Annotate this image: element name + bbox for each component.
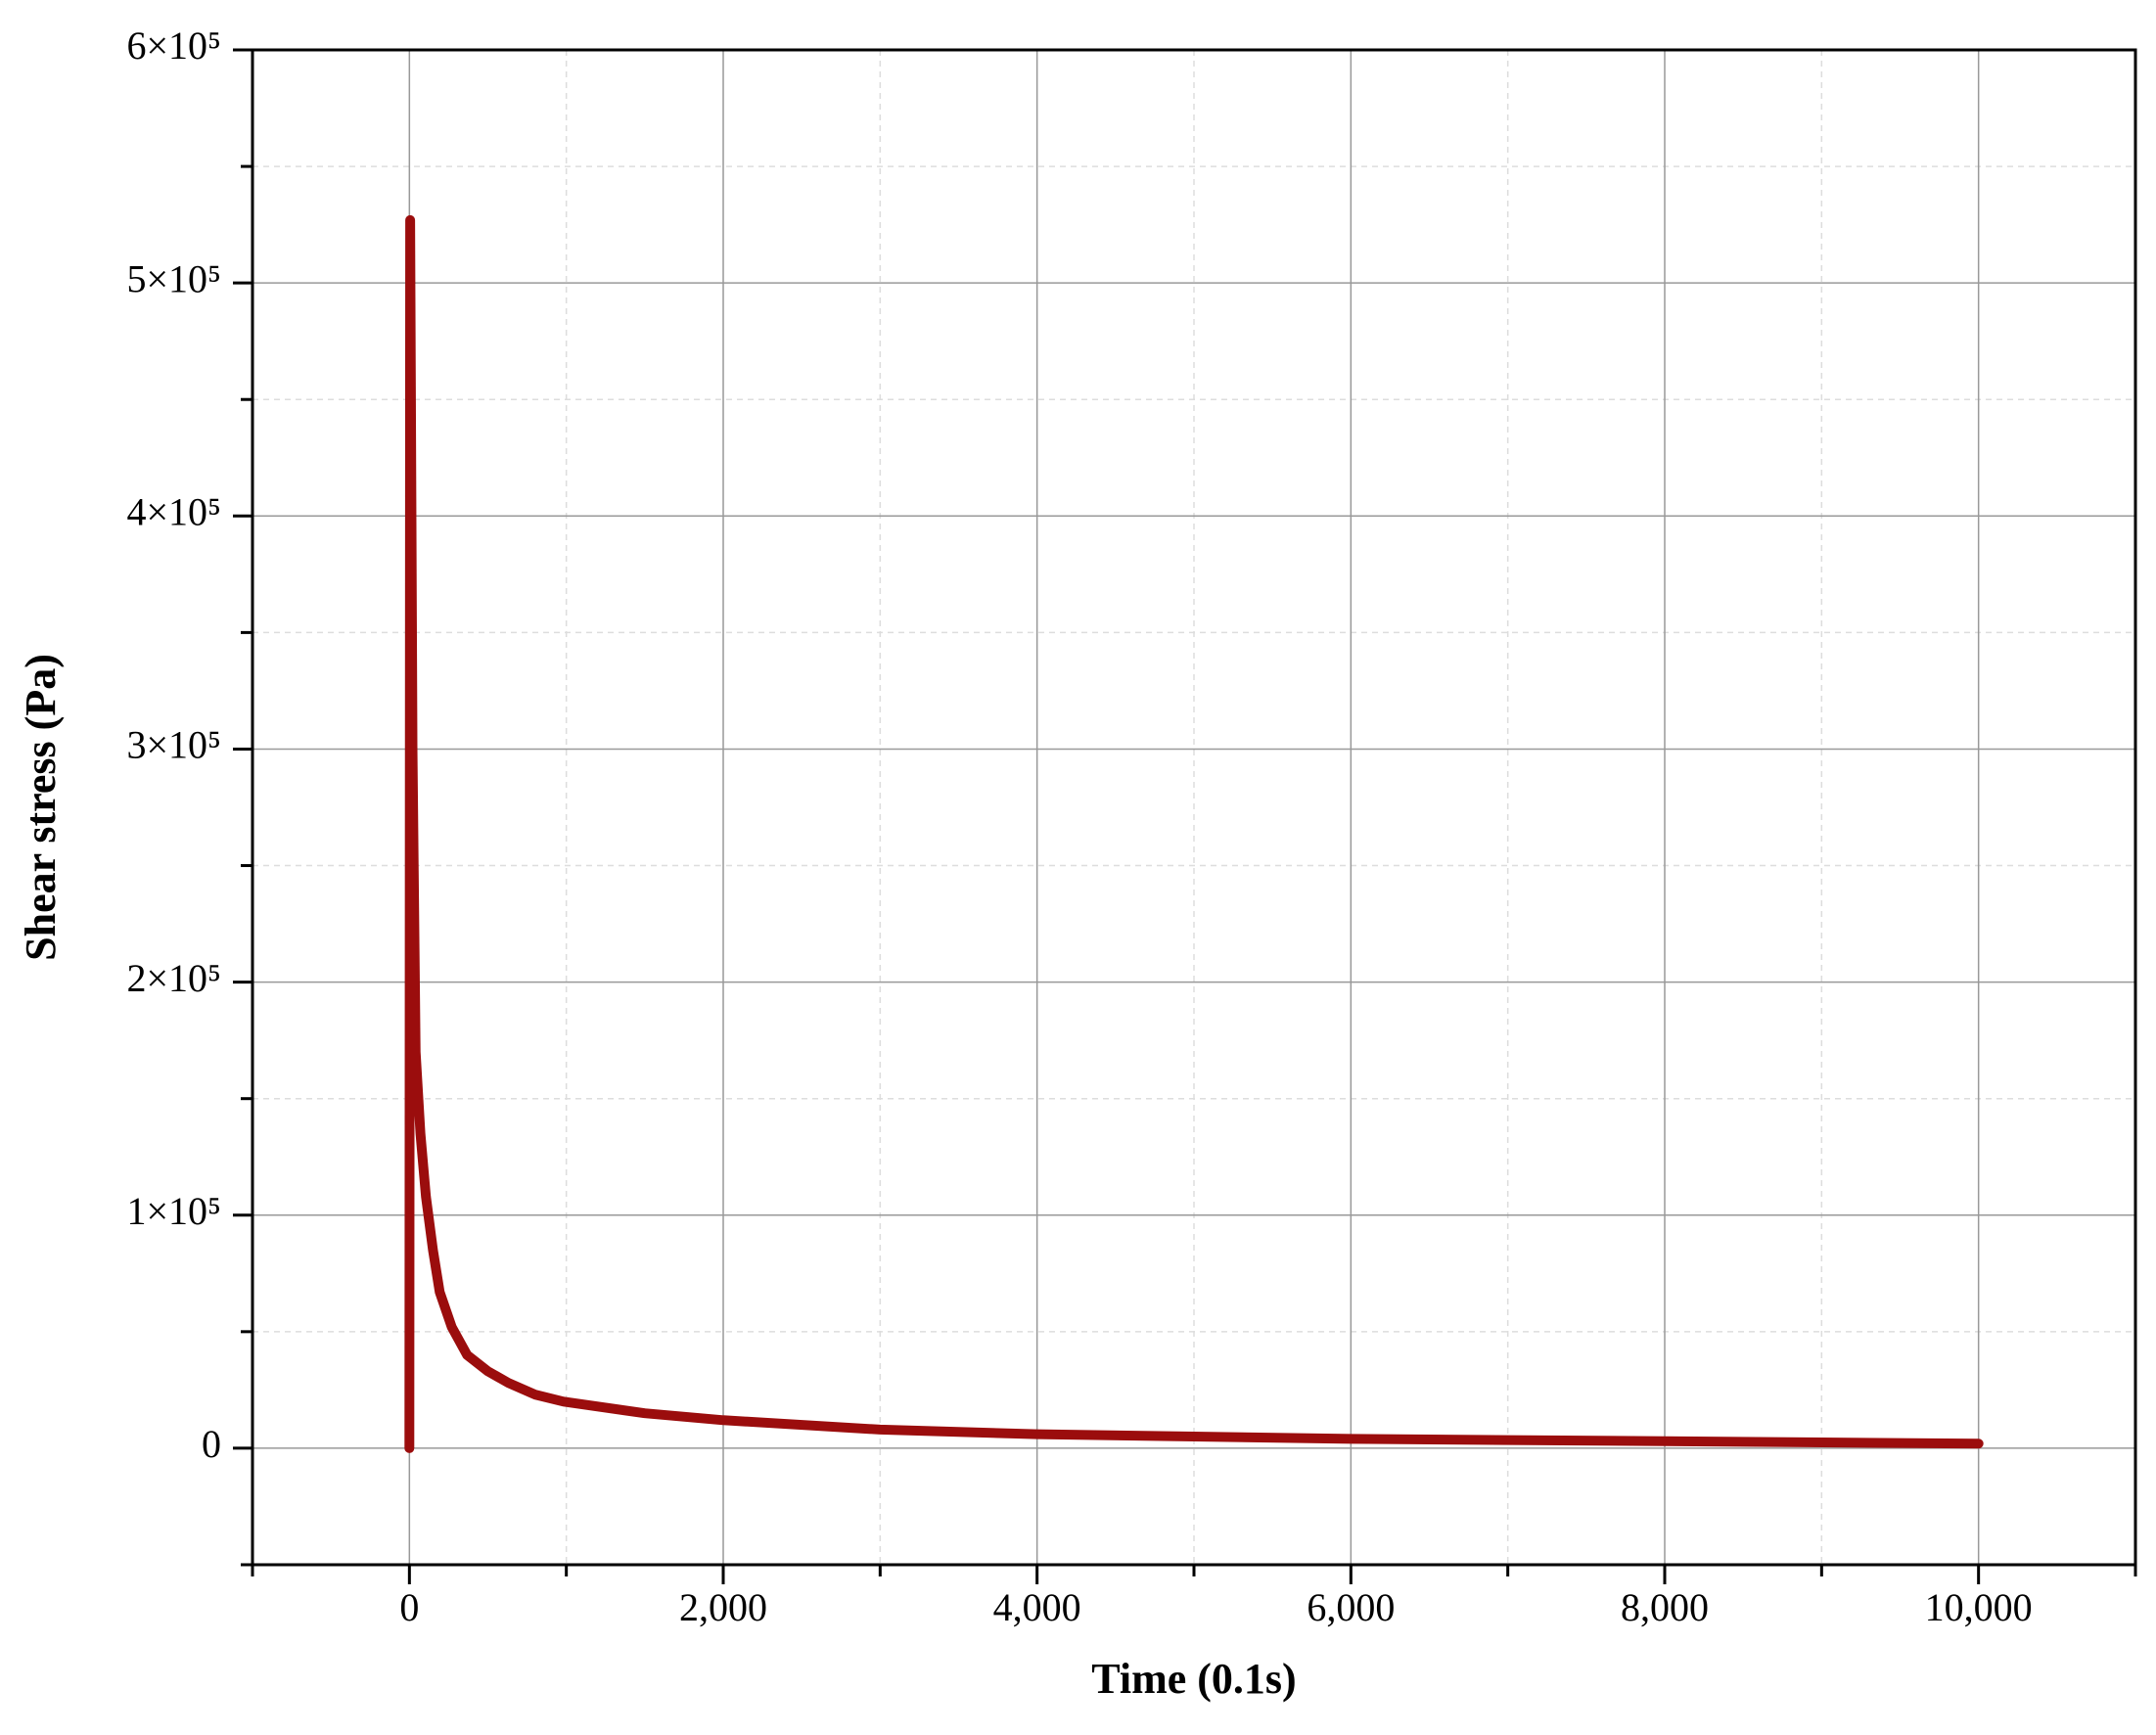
plot-frame [251, 48, 2137, 1567]
y-tick-label: 0 [202, 1422, 221, 1466]
x-axis-title: Time (0.1s) [1091, 1655, 1296, 1703]
y-tick-label: 6×10⁵ [126, 23, 221, 68]
y-tick-label: 4×10⁵ [126, 489, 221, 533]
y-tick-label: 5×10⁵ [126, 256, 221, 300]
y-axis-title: Shear stress (Pa) [17, 654, 65, 961]
x-tick-label: 6,000 [1307, 1585, 1395, 1629]
data-line [404, 214, 1984, 1453]
y-tick-label: 3×10⁵ [126, 723, 221, 767]
x-tick-label: 4,000 [993, 1585, 1081, 1629]
y-tick-label: 2×10⁵ [126, 956, 221, 1000]
x-tick-label: 2,000 [679, 1585, 767, 1629]
y-tick-label: 1×10⁵ [126, 1189, 221, 1233]
x-tick-label: 0 [399, 1585, 419, 1629]
x-tick-label: 10,000 [1925, 1585, 2033, 1629]
x-tick-label: 8,000 [1621, 1585, 1709, 1629]
